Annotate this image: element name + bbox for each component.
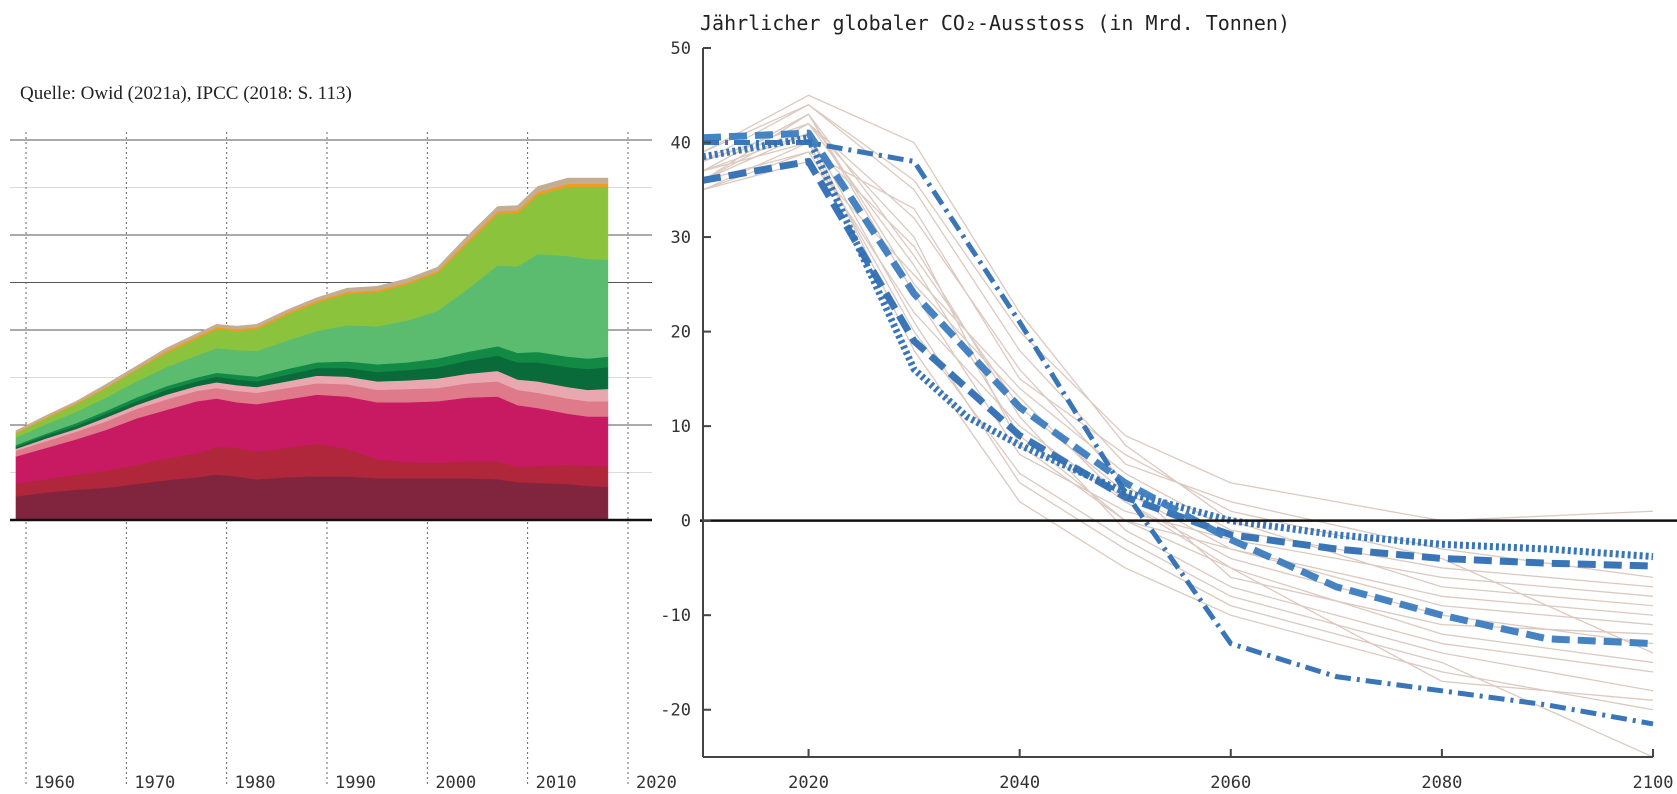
area-series-10 (15, 177, 609, 434)
highlighted-scenario-dotted (702, 134, 1654, 561)
source-caption: Quelle: Owid (2021a), IPCC (2018: S. 113… (20, 83, 352, 104)
left-stacked-area-chart: Quelle: Owid (2021a), IPCC (2018: S. 113… (10, 83, 677, 793)
x-tick-label: 2060 (1210, 773, 1251, 793)
y-tick-label: 30 (671, 228, 691, 248)
chart-title: Jährlicher globaler CO₂-Ausstoss (in Mrd… (700, 11, 1290, 35)
left-x-tick-label: 2000 (435, 773, 476, 793)
background-scenarios (702, 94, 1654, 758)
left-x-tick-label: 1970 (134, 773, 175, 793)
y-tick-label: -10 (660, 606, 691, 626)
highlighted-scenario-dashed (702, 157, 1654, 570)
y-tick-label: 40 (671, 134, 691, 154)
left-x-tick-label: 1960 (34, 773, 75, 793)
left-x-tick-label: 2020 (636, 773, 677, 793)
y-tick-label: 0 (681, 512, 691, 532)
x-tick-label: 2080 (1421, 773, 1462, 793)
background-scenario-line (702, 122, 1654, 626)
left-areas (10, 177, 652, 522)
background-scenario-line (702, 104, 1654, 522)
y-tick-label: 50 (671, 39, 691, 59)
x-tick-label: 2040 (999, 773, 1040, 793)
background-scenario-line (702, 132, 1654, 711)
left-x-tick-label: 1980 (235, 773, 276, 793)
background-scenario-line (702, 94, 1654, 607)
y-tick-label: 10 (671, 417, 691, 437)
x-tick-label: 2100 (1633, 773, 1674, 793)
highlighted-scenario-dashdot (703, 140, 1654, 727)
right-scenario-line-chart: Jährlicher globaler CO₂-Ausstoss (in Mrd… (660, 11, 1677, 793)
y-tick-label: 20 (671, 323, 691, 343)
y-tick-label: -20 (660, 701, 691, 721)
left-x-tick-label: 2010 (536, 773, 577, 793)
left-x-tick-label: 1990 (335, 773, 376, 793)
x-tick-label: 2020 (788, 773, 829, 793)
left-x-axis: 1960 1970 1980 1990 2000 2010 2020 (34, 773, 677, 793)
background-scenario-line (702, 122, 1654, 664)
background-scenario-line (702, 160, 1654, 588)
background-scenario-line (702, 113, 1654, 597)
background-scenario-line (702, 122, 1654, 635)
background-scenario-line (702, 151, 1654, 645)
highlighted-scenarios (702, 129, 1654, 727)
right-axes: 50 40 30 20 10 0 -10 -20 2020 2040 2060 2080 2100 (660, 39, 1677, 793)
background-scenario-line (702, 113, 1654, 701)
background-scenario-line (702, 141, 1654, 692)
